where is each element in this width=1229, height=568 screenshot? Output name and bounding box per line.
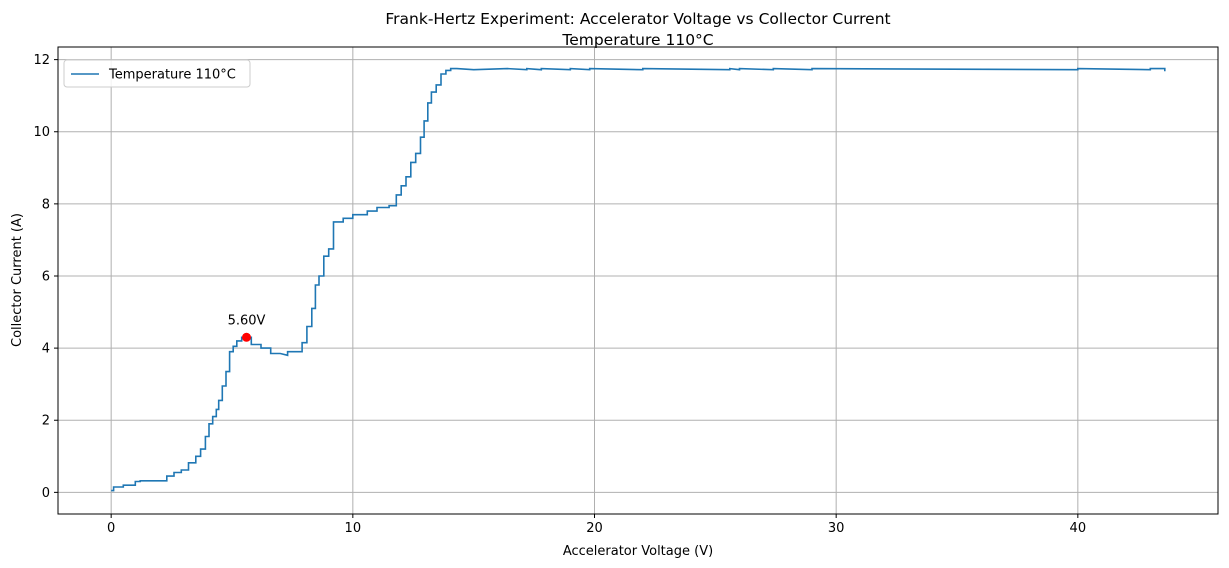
x-axis-label: Accelerator Voltage (V) — [563, 544, 713, 559]
x-tick-label: 30 — [828, 521, 845, 536]
x-tick-label: 20 — [586, 521, 603, 536]
chart-title: Frank-Hertz Experiment: Accelerator Volt… — [385, 10, 890, 28]
series-line-0 — [111, 67, 1166, 492]
series-layer — [111, 67, 1166, 492]
y-tick-label: 0 — [42, 486, 50, 501]
chart-subtitle: Temperature 110°C — [561, 31, 713, 49]
x-tick-label: 0 — [107, 521, 115, 536]
y-tick-label: 2 — [42, 414, 50, 429]
x-tick-label: 40 — [1070, 521, 1087, 536]
y-tick-label: 12 — [33, 53, 50, 68]
y-tick-label: 6 — [42, 269, 50, 284]
y-tick-label: 4 — [42, 342, 50, 357]
grid-layer — [58, 47, 1218, 514]
marker-layer: 5.60V — [228, 313, 266, 342]
y-tick-label: 10 — [33, 125, 50, 140]
peak-annotation: 5.60V — [228, 313, 266, 328]
y-tick-label: 8 — [42, 197, 50, 212]
plot-frame — [57, 46, 1219, 515]
peak-marker — [242, 332, 251, 342]
x-tick-label: 10 — [345, 521, 362, 536]
legend-label: Temperature 110°C — [108, 68, 236, 83]
y-axis-label: Collector Current (A) — [10, 213, 25, 347]
legend: Temperature 110°C — [63, 59, 251, 88]
y-ticks: 0 2 4 6 8 10 12 — [33, 53, 58, 501]
legend-box — [63, 59, 251, 88]
x-ticks: 0 10 20 30 40 — [107, 514, 1086, 536]
